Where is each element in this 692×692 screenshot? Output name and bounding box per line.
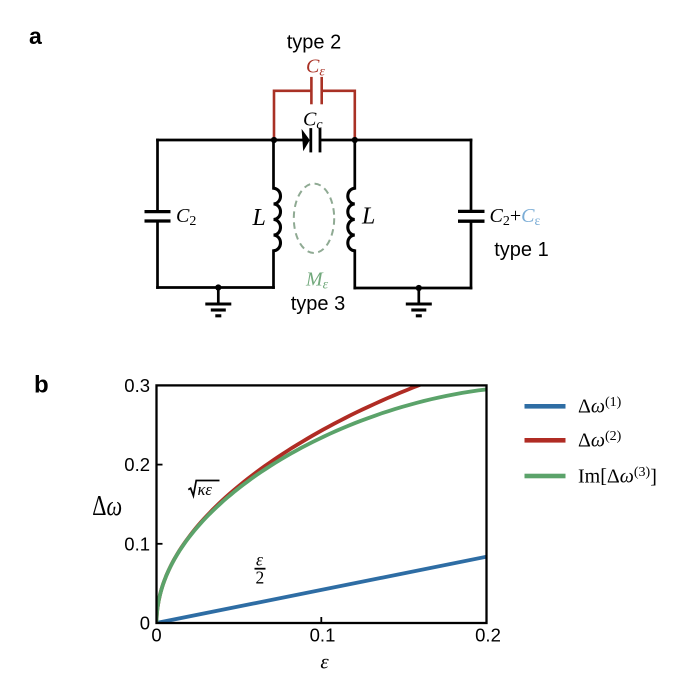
svg-text:type 2: type 2 [287, 32, 341, 54]
svg-text:b: b [34, 372, 49, 399]
svg-text:type 1: type 1 [494, 239, 548, 261]
svg-text:Δω: Δω [92, 492, 122, 522]
svg-text:0.1: 0.1 [124, 534, 150, 555]
svg-text:0.2: 0.2 [475, 625, 501, 646]
svg-text:0.1: 0.1 [310, 625, 336, 646]
svg-text:L: L [252, 205, 266, 231]
svg-text:L: L [361, 204, 375, 230]
svg-text:0.3: 0.3 [124, 375, 150, 396]
svg-text:C2+Cε: C2+Cε [490, 205, 541, 229]
svg-text:0.2: 0.2 [124, 454, 150, 475]
svg-text:type 3: type 3 [291, 293, 345, 315]
svg-text:κε: κε [198, 480, 213, 499]
svg-text:ε: ε [256, 550, 263, 570]
svg-text:0: 0 [140, 613, 150, 634]
svg-text:ε: ε [320, 650, 329, 674]
svg-text:0: 0 [151, 625, 161, 646]
svg-text:a: a [29, 23, 42, 49]
svg-text:2: 2 [256, 568, 265, 588]
